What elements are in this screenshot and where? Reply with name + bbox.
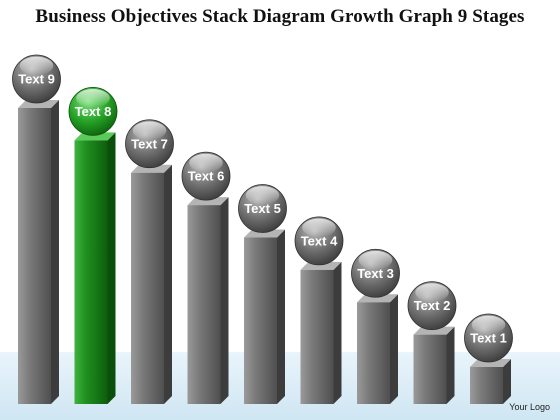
bar-top <box>74 132 116 141</box>
bar-side <box>277 229 285 404</box>
bar-side <box>51 100 59 404</box>
diagram-title: Business Objectives Stack Diagram Growth… <box>35 6 525 27</box>
stage-5: Text 5 <box>238 184 287 404</box>
stage-label: Text 5 <box>244 201 281 216</box>
stage-2: Text 2 <box>407 281 457 404</box>
bar <box>470 367 503 404</box>
sphere-highlight <box>76 89 110 108</box>
bar-side <box>333 261 342 404</box>
stage-label: Text 3 <box>357 266 394 281</box>
bar-top <box>18 100 59 108</box>
stage-label: Text 2 <box>414 298 451 313</box>
bar <box>74 140 108 404</box>
sphere-highlight <box>471 315 506 334</box>
bar-top <box>300 261 342 270</box>
bar <box>187 205 221 404</box>
stage-9: Text 9 <box>12 54 61 404</box>
bar-top <box>413 326 455 335</box>
bar-side <box>220 197 229 404</box>
bar <box>18 108 51 404</box>
bar-top <box>244 229 285 238</box>
stage-label: Text 7 <box>131 136 168 151</box>
bar <box>244 237 277 404</box>
logo-text: Your Logo <box>509 402 550 412</box>
sphere-highlight <box>245 186 280 205</box>
sphere-highlight <box>19 56 54 75</box>
sphere-highlight <box>189 153 223 173</box>
stage-label: Text 1 <box>470 331 507 346</box>
stage-label: Text 4 <box>301 233 338 248</box>
sphere-highlight <box>415 283 449 302</box>
stage-label: Text 9 <box>18 72 55 87</box>
bar-side <box>107 132 116 404</box>
stage-1: Text 1 <box>464 313 513 404</box>
stage-label: Text 6 <box>188 169 225 184</box>
bar-side <box>446 326 455 404</box>
bar-side <box>503 359 511 404</box>
bar <box>413 334 447 404</box>
bar-top <box>187 197 229 206</box>
stage-7: Text 7 <box>125 119 174 404</box>
bar-top <box>131 164 172 173</box>
stage-label: Text 8 <box>75 104 112 119</box>
bar-side <box>390 294 398 404</box>
bar <box>357 302 390 404</box>
sphere-highlight <box>302 218 336 237</box>
stage-8: Text 8 <box>68 86 118 404</box>
bar <box>131 172 164 404</box>
stage-3: Text 3 <box>351 248 400 404</box>
sphere-highlight <box>358 250 393 270</box>
sphere-highlight <box>132 121 167 140</box>
bar-top <box>470 359 511 367</box>
stage-4: Text 4 <box>294 216 344 404</box>
bar-side <box>164 164 172 404</box>
bar-top <box>357 294 398 303</box>
bar <box>300 269 334 404</box>
stage-6: Text 6 <box>181 151 231 404</box>
